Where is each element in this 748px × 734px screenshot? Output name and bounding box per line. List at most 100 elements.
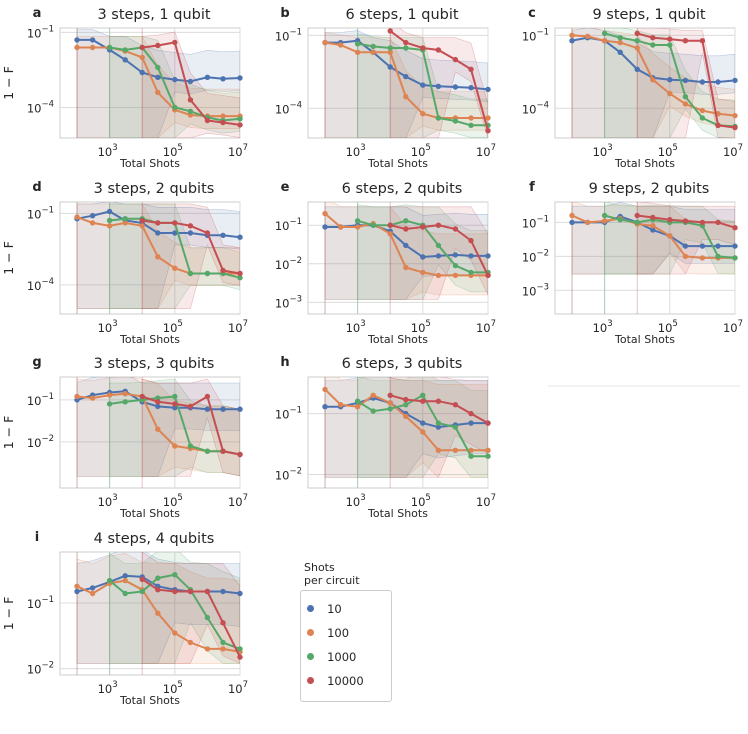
y-axis-label: 1 − F: [1, 416, 16, 450]
x-tick-label: 105: [163, 143, 183, 159]
point-1000: [387, 406, 393, 412]
legend-marker-100: [307, 629, 314, 636]
panel-title: 6 steps, 1 qubit: [345, 7, 458, 23]
point-1000: [172, 393, 178, 400]
x-tick-label: 107: [476, 143, 496, 159]
band-10: [324, 206, 488, 300]
point-100: [584, 33, 591, 40]
point-10000: [485, 128, 491, 134]
point-100: [155, 610, 161, 616]
x-axis-label: Total Shots: [119, 157, 180, 170]
point-1000: [370, 222, 376, 228]
legend-entry-10000: 10000: [307, 670, 364, 689]
panel-g: 10−1 10−2 103 105 107 Total Shots 1 − F 3 steps…: [1, 355, 248, 520]
point-10000: [172, 39, 178, 46]
point-10: [452, 84, 459, 90]
point-100: [172, 443, 178, 449]
x-tick-label: 105: [411, 319, 431, 335]
point-10: [715, 79, 721, 85]
point-10: [650, 227, 656, 233]
point-10: [403, 242, 409, 249]
point-100: [89, 395, 96, 401]
point-10: [122, 57, 128, 63]
point-100: [74, 214, 80, 220]
point-100: [354, 404, 361, 410]
point-1000: [187, 108, 194, 115]
point-1000: [122, 216, 128, 222]
band-10000: [141, 203, 240, 310]
point-10000: [732, 124, 738, 131]
point-1000: [634, 219, 640, 226]
legend-label-10: 10: [327, 601, 342, 616]
point-10000: [172, 220, 178, 226]
point-10: [220, 406, 226, 412]
point-1000: [204, 614, 211, 621]
band-1000: [109, 203, 240, 310]
x-tick-label: 103: [98, 143, 118, 159]
point-100: [89, 44, 96, 51]
point-10000: [420, 45, 426, 51]
legend-entry-1000: 1000: [307, 646, 356, 665]
y-tick-label: 10−4: [275, 100, 302, 116]
point-10000: [732, 225, 738, 231]
point-100: [74, 44, 80, 51]
point-10: [204, 74, 211, 81]
point-1000: [468, 453, 474, 459]
point-10000: [187, 223, 194, 229]
panel-letter: i: [35, 530, 39, 545]
panel-h: 10−1 10−2 103 105 107 Total Shots 6 steps, 3 q…: [275, 355, 496, 520]
point-1000: [634, 38, 640, 44]
panel-title: 3 steps, 3 qubits: [94, 356, 215, 372]
point-10000: [667, 217, 673, 223]
y-tick-label: 10−1: [275, 406, 302, 422]
point-10: [187, 230, 194, 236]
band-10000: [141, 31, 240, 138]
y-tick-label: 10−1: [522, 27, 549, 43]
panel-f: 10−1 10−2 10−3 103 105 107 Total Shots 9 steps,…: [522, 180, 743, 346]
band-100: [324, 32, 488, 138]
y-tick-label: 10−3: [275, 294, 302, 310]
y-tick-label: 10−1: [275, 217, 302, 233]
point-10000: [237, 451, 243, 458]
band-10000: [389, 28, 488, 138]
point-10000: [682, 218, 689, 224]
point-100: [337, 224, 344, 230]
point-10: [155, 403, 161, 410]
point-100: [420, 429, 426, 435]
x-tick-label: 107: [723, 143, 743, 159]
point-10: [569, 38, 575, 44]
x-axis-label: Total Shots: [119, 507, 180, 520]
point-10000: [237, 122, 243, 128]
point-100: [601, 38, 608, 44]
band-1000: [109, 35, 240, 138]
point-1000: [122, 399, 128, 405]
point-1000: [139, 588, 145, 595]
panel-letter: b: [280, 6, 289, 21]
x-axis-label: Total Shots: [614, 157, 675, 170]
point-10: [139, 69, 145, 76]
point-10: [435, 253, 442, 259]
point-1000: [237, 116, 243, 122]
y-tick-label: 10−2: [275, 466, 302, 482]
point-1000: [601, 30, 608, 37]
y-tick-label: 10−1: [275, 27, 302, 43]
point-10000: [204, 230, 211, 236]
point-10: [122, 573, 128, 579]
point-10000: [187, 403, 194, 410]
point-1000: [106, 401, 113, 407]
point-1000: [403, 45, 409, 51]
point-1000: [187, 443, 194, 449]
point-10: [322, 224, 328, 230]
point-1000: [617, 217, 623, 223]
point-100: [387, 49, 393, 55]
panel-letter: h: [280, 355, 289, 370]
point-1000: [435, 242, 442, 249]
point-10: [468, 420, 474, 426]
point-10000: [403, 396, 409, 403]
point-100: [74, 393, 80, 400]
band-100: [571, 28, 735, 138]
point-100: [403, 94, 409, 100]
point-10: [634, 66, 640, 73]
x-tick-label: 107: [228, 143, 248, 159]
legend-box: [300, 590, 392, 702]
